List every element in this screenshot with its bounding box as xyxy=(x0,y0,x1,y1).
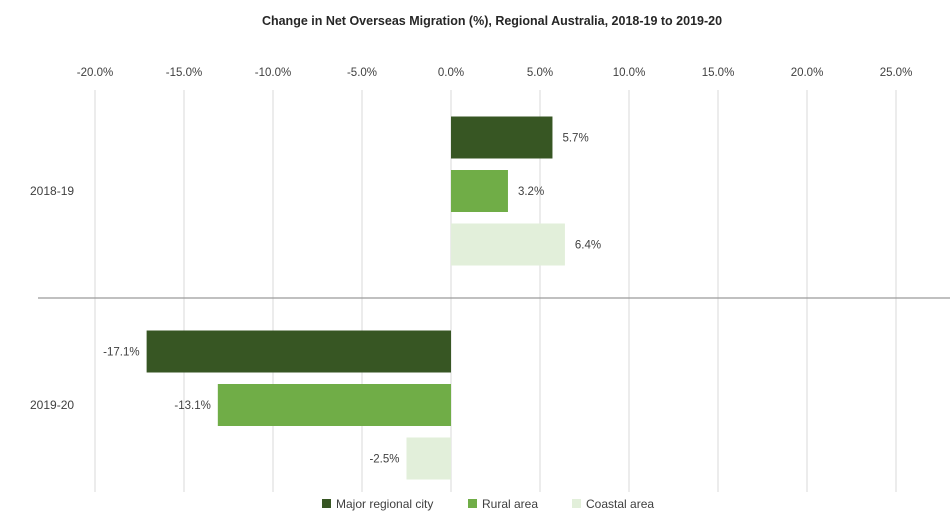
legend-label: Coastal area xyxy=(586,497,654,511)
category-label: 2018-19 xyxy=(30,184,74,198)
bar xyxy=(217,384,451,426)
legend-swatch xyxy=(322,499,331,508)
x-tick-label: 25.0% xyxy=(880,67,913,79)
legend-label: Rural area xyxy=(482,497,538,511)
x-tick-label: 10.0% xyxy=(613,67,646,79)
data-label: -17.1% xyxy=(103,347,139,359)
bar xyxy=(451,116,553,159)
bar xyxy=(146,330,451,373)
x-tick-label: -5.0% xyxy=(347,67,377,79)
legend-label: Major regional city xyxy=(336,497,433,511)
bar xyxy=(451,223,565,266)
chart-title: Change in Net Overseas Migration (%), Re… xyxy=(262,14,722,28)
legend: Major regional city Rural area Coastal are… xyxy=(322,497,654,511)
x-tick-label: 15.0% xyxy=(702,67,735,79)
legend-swatch xyxy=(572,499,581,508)
x-tick-label: -20.0% xyxy=(77,67,113,79)
data-label: -2.5% xyxy=(369,454,399,466)
data-label: 6.4% xyxy=(575,240,601,252)
bar xyxy=(451,170,508,212)
data-label: 3.2% xyxy=(518,186,544,198)
x-tick-labels: -20.0% -15.0% -10.0% -5.0% 0.0% 5.0% 10.0% 15.0… xyxy=(77,67,913,79)
x-tick-label: -15.0% xyxy=(166,67,202,79)
bar xyxy=(406,437,451,480)
legend-swatch xyxy=(468,499,477,508)
x-tick-label: 5.0% xyxy=(527,67,553,79)
bars: 5.7% 3.2% 6.4% -17.1% -13.1% -2.5% xyxy=(103,116,601,480)
data-label: 5.7% xyxy=(562,133,588,145)
x-tick-label: -10.0% xyxy=(255,67,291,79)
x-tick-label: 20.0% xyxy=(791,67,824,79)
category-label: 2019-20 xyxy=(30,398,74,412)
x-tick-label: 0.0% xyxy=(438,67,464,79)
category-labels: 2018-19 2019-20 xyxy=(30,184,74,412)
data-label: -13.1% xyxy=(174,400,210,412)
